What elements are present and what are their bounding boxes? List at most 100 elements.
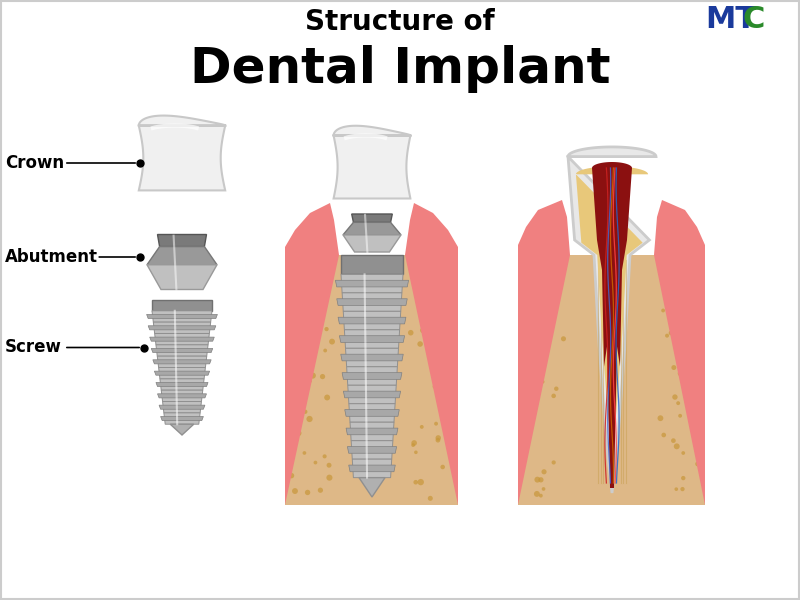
Text: Screw: Screw bbox=[5, 338, 62, 356]
Circle shape bbox=[538, 380, 542, 385]
Polygon shape bbox=[154, 371, 210, 375]
Polygon shape bbox=[518, 255, 705, 505]
Polygon shape bbox=[158, 356, 206, 367]
Circle shape bbox=[671, 365, 676, 370]
Polygon shape bbox=[335, 280, 409, 287]
Polygon shape bbox=[147, 265, 217, 289]
Circle shape bbox=[439, 304, 444, 309]
Circle shape bbox=[691, 408, 695, 412]
Circle shape bbox=[665, 334, 669, 338]
Circle shape bbox=[436, 375, 442, 380]
Circle shape bbox=[546, 314, 551, 320]
Polygon shape bbox=[351, 440, 393, 459]
Polygon shape bbox=[347, 446, 397, 453]
Text: MT: MT bbox=[705, 5, 756, 34]
Circle shape bbox=[538, 477, 543, 482]
Circle shape bbox=[554, 386, 558, 391]
Circle shape bbox=[289, 473, 294, 478]
Polygon shape bbox=[150, 337, 214, 341]
Polygon shape bbox=[162, 401, 202, 413]
Polygon shape bbox=[654, 200, 705, 505]
Polygon shape bbox=[159, 405, 205, 409]
Polygon shape bbox=[349, 404, 395, 422]
Circle shape bbox=[433, 353, 439, 359]
Circle shape bbox=[542, 330, 546, 335]
Circle shape bbox=[329, 338, 335, 344]
Polygon shape bbox=[349, 465, 395, 472]
Circle shape bbox=[535, 311, 540, 316]
Circle shape bbox=[445, 293, 450, 298]
Circle shape bbox=[669, 331, 674, 335]
Circle shape bbox=[678, 414, 682, 418]
Polygon shape bbox=[341, 255, 403, 274]
Polygon shape bbox=[158, 367, 206, 379]
Polygon shape bbox=[148, 326, 216, 330]
Circle shape bbox=[534, 491, 540, 497]
Circle shape bbox=[428, 496, 433, 501]
Circle shape bbox=[448, 439, 454, 445]
Circle shape bbox=[694, 374, 698, 378]
Circle shape bbox=[411, 440, 417, 446]
Circle shape bbox=[303, 410, 307, 414]
Circle shape bbox=[326, 463, 331, 468]
Polygon shape bbox=[285, 255, 458, 505]
Polygon shape bbox=[337, 299, 407, 305]
Polygon shape bbox=[156, 345, 208, 356]
Polygon shape bbox=[158, 235, 206, 247]
Circle shape bbox=[542, 487, 546, 491]
Circle shape bbox=[693, 260, 698, 266]
Polygon shape bbox=[339, 336, 405, 343]
Circle shape bbox=[445, 311, 451, 317]
Circle shape bbox=[298, 269, 304, 275]
Polygon shape bbox=[346, 428, 398, 435]
Circle shape bbox=[434, 422, 438, 425]
Polygon shape bbox=[151, 349, 213, 353]
Polygon shape bbox=[161, 416, 203, 421]
Circle shape bbox=[441, 465, 445, 469]
Circle shape bbox=[698, 259, 702, 263]
Circle shape bbox=[680, 376, 686, 382]
Text: Abutment: Abutment bbox=[5, 248, 98, 266]
Polygon shape bbox=[348, 385, 396, 404]
Circle shape bbox=[324, 395, 330, 400]
Circle shape bbox=[292, 488, 298, 494]
Circle shape bbox=[428, 353, 434, 359]
Polygon shape bbox=[352, 214, 392, 223]
Circle shape bbox=[676, 401, 680, 405]
Circle shape bbox=[689, 284, 694, 289]
Polygon shape bbox=[147, 247, 217, 265]
Circle shape bbox=[438, 394, 445, 400]
Circle shape bbox=[302, 451, 306, 455]
Polygon shape bbox=[338, 317, 406, 324]
Polygon shape bbox=[344, 330, 400, 348]
Polygon shape bbox=[346, 348, 398, 367]
Polygon shape bbox=[576, 166, 648, 450]
Circle shape bbox=[534, 300, 538, 305]
Circle shape bbox=[295, 430, 302, 436]
Circle shape bbox=[292, 343, 296, 347]
Circle shape bbox=[295, 352, 300, 356]
Circle shape bbox=[675, 321, 681, 326]
Circle shape bbox=[318, 488, 323, 493]
Circle shape bbox=[672, 394, 678, 400]
Polygon shape bbox=[158, 394, 206, 398]
Circle shape bbox=[306, 275, 311, 281]
Circle shape bbox=[435, 438, 440, 443]
Polygon shape bbox=[152, 311, 212, 322]
Circle shape bbox=[530, 290, 536, 295]
Polygon shape bbox=[152, 300, 212, 311]
Circle shape bbox=[408, 330, 414, 335]
Circle shape bbox=[674, 487, 678, 491]
Circle shape bbox=[689, 269, 694, 274]
Circle shape bbox=[306, 416, 313, 422]
Circle shape bbox=[433, 385, 437, 389]
Circle shape bbox=[561, 336, 566, 341]
Polygon shape bbox=[156, 382, 208, 386]
Circle shape bbox=[310, 373, 316, 379]
Polygon shape bbox=[352, 459, 392, 478]
Circle shape bbox=[418, 341, 423, 347]
Circle shape bbox=[690, 320, 694, 325]
Circle shape bbox=[296, 370, 301, 375]
Circle shape bbox=[680, 487, 685, 491]
Polygon shape bbox=[162, 390, 202, 401]
